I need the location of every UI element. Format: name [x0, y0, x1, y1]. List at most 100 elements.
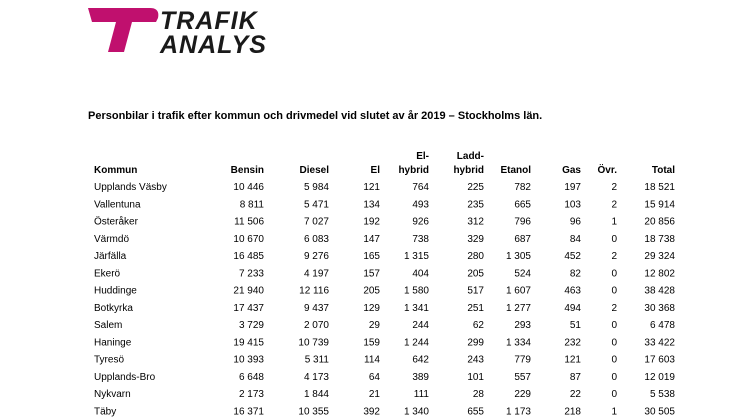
cell: 0 [611, 286, 617, 297]
logo-mark [88, 8, 159, 52]
cell: 7 233 [239, 268, 264, 279]
cell: 0 [611, 372, 617, 383]
cell: 12 019 [644, 372, 675, 383]
cell: 29 [369, 320, 381, 331]
cell: 665 [514, 199, 531, 210]
cell: 0 [611, 320, 617, 331]
cell: 299 [467, 337, 484, 348]
cell: 114 [364, 355, 380, 366]
cell: 642 [412, 355, 429, 366]
cell: 165 [363, 251, 380, 262]
cell: 28 [473, 389, 485, 400]
cell: 205 [363, 286, 380, 297]
cell: 493 [412, 199, 429, 210]
cell: 244 [412, 320, 429, 331]
cell: 17 603 [644, 355, 675, 366]
column-header: hybrid [398, 165, 429, 176]
row-label: Upplands Väsby [94, 182, 167, 193]
cell: 9 276 [304, 251, 329, 262]
cell: 218 [564, 406, 581, 417]
cell: 796 [514, 217, 531, 228]
row-label: Österåker [94, 216, 139, 228]
row-label: Tyresö [94, 355, 124, 366]
cell: 10 670 [233, 234, 264, 245]
cell: 229 [514, 389, 531, 400]
cell: 1 [611, 406, 617, 417]
cell: 5 311 [305, 355, 330, 366]
logo-text: TRAFIK [160, 7, 259, 35]
cell: 1 173 [506, 406, 531, 417]
cell: 38 428 [644, 286, 675, 297]
cell: 4 197 [304, 268, 329, 279]
cell: 2 070 [304, 320, 329, 331]
cell: 5 538 [650, 389, 675, 400]
cell: 30 505 [644, 406, 675, 417]
cell: 232 [564, 337, 581, 348]
row-label: Upplands-Bro [94, 372, 156, 383]
cell: 30 368 [644, 303, 675, 314]
cell: 21 [369, 389, 381, 400]
cell: 0 [611, 389, 617, 400]
cell: 312 [467, 217, 484, 228]
cell: 389 [412, 372, 429, 383]
cell: 0 [611, 234, 617, 245]
cell: 82 [570, 268, 582, 279]
cell: 10 355 [298, 406, 329, 417]
cell: 64 [369, 372, 381, 383]
cell: 557 [514, 372, 531, 383]
cell: 6 648 [239, 372, 264, 383]
row-label: Haninge [94, 337, 132, 348]
cell: 87 [570, 372, 582, 383]
cell: 1 244 [404, 337, 429, 348]
cell: 293 [514, 320, 531, 331]
cell: 18 521 [644, 182, 675, 193]
cell: 6 083 [304, 234, 329, 245]
cell: 0 [611, 337, 617, 348]
cell: 2 [611, 303, 617, 314]
cell: 7 027 [304, 217, 329, 228]
logo-text: ANALYS [159, 31, 267, 59]
cell: 33 422 [644, 337, 675, 348]
cell: 243 [467, 355, 484, 366]
cell: 20 856 [644, 217, 675, 228]
cell: 157 [363, 268, 380, 279]
column-header: El- [416, 151, 429, 162]
cell: 738 [412, 234, 429, 245]
cell: 121 [363, 182, 380, 193]
cell: 1 580 [404, 286, 429, 297]
cell: 0 [611, 355, 617, 366]
cell: 1 607 [506, 286, 531, 297]
cell: 159 [363, 337, 380, 348]
cell: 17 437 [233, 303, 264, 314]
cell: 2 [611, 182, 617, 193]
cell: 687 [514, 234, 531, 245]
cell: 51 [570, 320, 582, 331]
cell: 1 341 [404, 303, 429, 314]
cell: 62 [473, 320, 485, 331]
cell: 1 305 [506, 251, 531, 262]
column-header: Kommun [94, 165, 137, 176]
cell: 463 [564, 286, 581, 297]
cell: 103 [564, 199, 581, 210]
cell: 404 [412, 268, 429, 279]
row-label: Huddinge [94, 286, 137, 297]
cell: 5 471 [304, 199, 329, 210]
column-header: hybrid [453, 165, 484, 176]
cell: 517 [467, 286, 484, 297]
cell: 329 [467, 234, 484, 245]
cell: 1 340 [404, 406, 429, 417]
row-label: Nykvarn [94, 389, 131, 400]
column-header: Total [652, 165, 675, 176]
row-label: Järfälla [94, 251, 127, 262]
cell: 22 [570, 389, 582, 400]
cell: 764 [412, 182, 429, 193]
cell: 10 446 [233, 182, 264, 193]
row-label: Vallentuna [94, 199, 141, 210]
cell: 2 [611, 251, 617, 262]
cell: 524 [514, 268, 531, 279]
column-header: Bensin [231, 165, 264, 176]
row-label: Ekerö [94, 268, 121, 279]
column-header: Gas [562, 165, 581, 176]
row-label: Värmdö [94, 234, 129, 245]
